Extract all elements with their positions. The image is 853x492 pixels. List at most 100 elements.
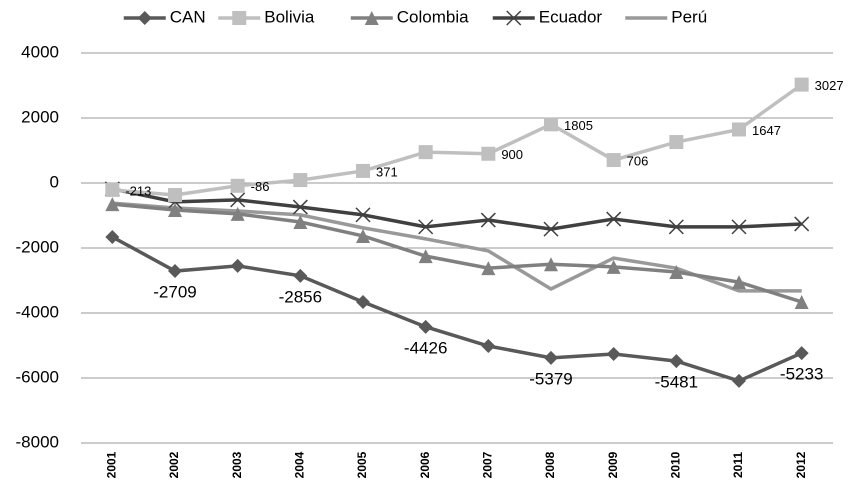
marker <box>356 294 370 309</box>
legend-symbol <box>506 10 522 26</box>
series: -213 -86 371 900 1805 706 1647 3027 <box>105 77 844 203</box>
marker <box>669 354 684 369</box>
marker <box>480 212 496 228</box>
y-tick-label: 4000 <box>21 42 59 61</box>
data-label: -2856 <box>279 287 322 306</box>
data-label: 3027 <box>815 78 844 93</box>
x-tick-label: 2004 <box>293 451 307 478</box>
marker <box>293 215 308 229</box>
data-label: 706 <box>627 153 649 168</box>
x-tick-label: 2009 <box>606 451 620 478</box>
legend-label: Bolivia <box>264 7 315 26</box>
marker <box>292 199 308 215</box>
series <box>105 197 809 309</box>
legend-marker <box>232 11 247 25</box>
legend-shape <box>232 11 247 25</box>
marker <box>230 192 246 208</box>
series-line <box>112 83 803 197</box>
y-tick-label: -8000 <box>16 432 59 451</box>
series-line <box>112 201 802 293</box>
marker <box>418 145 433 160</box>
marker <box>544 117 558 132</box>
y-tick-label: -4000 <box>16 302 59 321</box>
data-label: -5379 <box>529 369 572 388</box>
x-tick-label: 2010 <box>669 451 683 478</box>
marker <box>732 122 746 137</box>
data-label: -5233 <box>780 365 823 384</box>
series-line <box>111 187 802 231</box>
marker <box>481 146 496 161</box>
marker <box>794 294 809 309</box>
series-line <box>111 235 803 383</box>
marker <box>230 258 245 273</box>
x-tick-label: 2005 <box>355 451 369 478</box>
data-label: 1647 <box>752 123 781 138</box>
data-label: -5481 <box>655 373 698 392</box>
marker <box>293 268 308 283</box>
y-tick-label: 0 <box>50 172 59 191</box>
marker <box>481 261 496 276</box>
data-label: -86 <box>251 179 270 194</box>
legend-symbol <box>137 11 152 25</box>
x-tick-label: 2008 <box>543 451 557 478</box>
x-tick-label: 2012 <box>794 451 808 478</box>
x-tick-label: 2006 <box>418 451 432 478</box>
marker <box>356 163 370 178</box>
marker <box>230 206 245 221</box>
marker <box>543 221 559 237</box>
data-label: -213 <box>125 183 151 198</box>
marker <box>606 211 622 227</box>
legend-shape <box>137 11 152 25</box>
data-label: -2709 <box>153 283 196 302</box>
marker <box>794 216 810 232</box>
marker <box>418 319 433 334</box>
legend-marker <box>506 10 522 26</box>
marker <box>168 202 182 217</box>
data-label: -4426 <box>404 338 447 357</box>
x-tick-label: 2001 <box>105 451 119 478</box>
marker <box>668 219 684 235</box>
marker <box>418 249 433 264</box>
marker <box>418 219 434 235</box>
marker <box>732 275 746 290</box>
marker <box>606 259 621 274</box>
marker <box>544 350 558 365</box>
marker <box>356 228 370 243</box>
marker <box>794 346 809 361</box>
x-tick-label: 2011 <box>731 452 745 478</box>
marker <box>606 153 621 168</box>
x-tick-label: 2007 <box>481 451 495 478</box>
marker <box>606 346 621 361</box>
legend-label: Ecuador <box>539 7 603 26</box>
marker <box>105 197 120 212</box>
data-label: 900 <box>501 147 523 162</box>
marker <box>544 257 558 272</box>
series-line <box>112 202 803 304</box>
marker <box>293 173 308 188</box>
legend-symbol <box>364 11 379 25</box>
marker <box>731 219 747 235</box>
legend-label: CAN <box>170 7 206 26</box>
legend-shape <box>364 11 379 25</box>
marker <box>355 207 371 223</box>
legend-shape <box>506 10 522 26</box>
legend-label: Colombia <box>397 7 469 26</box>
y-tick-label: -6000 <box>16 367 59 386</box>
data-label: 1805 <box>564 118 593 133</box>
series: -2709 -2856 -4426 -5379 -5481 -5233 <box>105 229 823 392</box>
legend-symbol <box>232 11 247 25</box>
x-tick-label: 2003 <box>230 451 244 478</box>
x-tick-label: 2002 <box>167 451 181 478</box>
marker <box>732 373 746 388</box>
data-label: 371 <box>376 164 398 179</box>
legend-marker <box>364 11 379 25</box>
y-tick-label: 2000 <box>21 107 59 126</box>
marker <box>105 229 120 244</box>
legend-marker <box>137 11 152 25</box>
y-tick-label: -2000 <box>16 237 59 256</box>
marker <box>669 135 684 150</box>
series <box>112 201 802 293</box>
marker <box>794 77 809 92</box>
marker <box>481 338 496 353</box>
